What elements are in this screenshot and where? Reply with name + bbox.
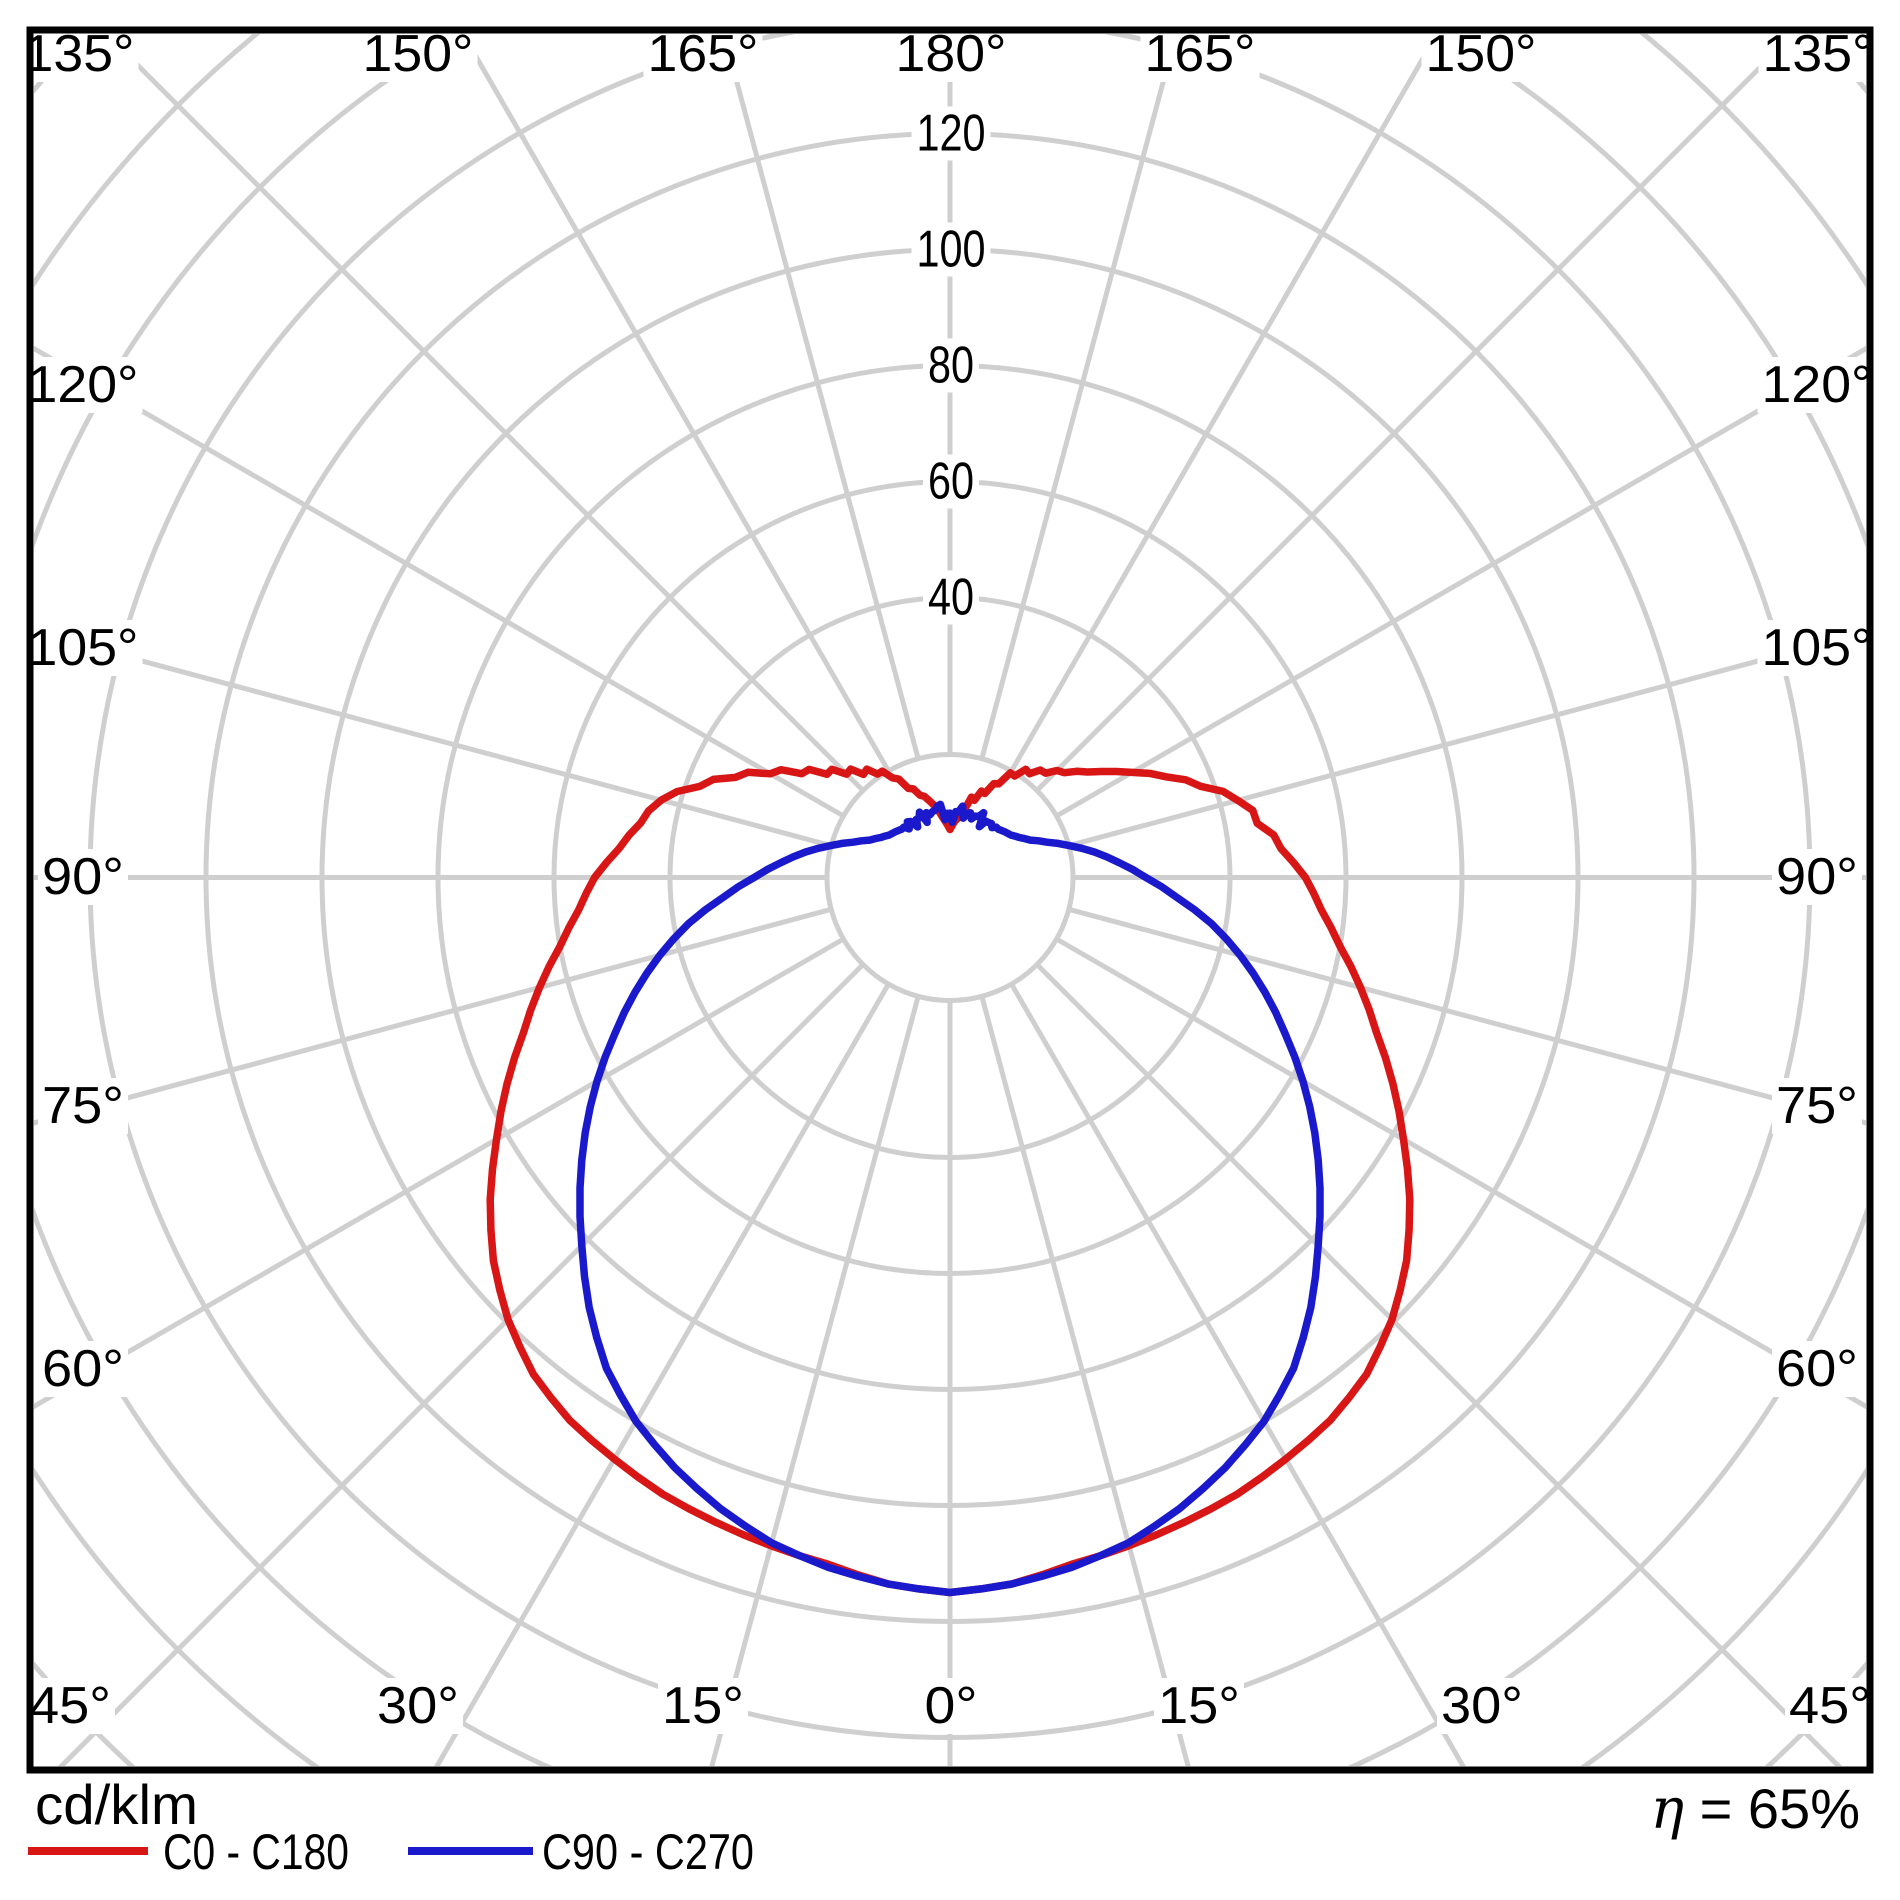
grid-spoke-165: [979, 34, 1179, 760]
legend-label-c0-c180: C0 - C180: [163, 1824, 349, 1880]
angle-label-left-0-halo: [23, 357, 143, 413]
radial-label-120-halo: [911, 106, 991, 161]
angle-label-right-0: 120°: [1762, 356, 1873, 414]
angle-label-left-1: 105°: [28, 619, 139, 677]
angle-label-left-3-halo: [38, 1078, 128, 1134]
grid-spoke-30: [1009, 982, 1466, 1766]
grid-spoke-285: [34, 906, 832, 1126]
angle-label-left-0: 120°: [28, 356, 139, 414]
angle-label-right-4: 60°: [1776, 1340, 1858, 1398]
grid-spoke-210: [460, 34, 891, 773]
grid-spoke-120: [1055, 345, 1866, 819]
angle-label-bottom-1-halo: [373, 1678, 463, 1734]
angle-label-top-2: 165°: [648, 25, 759, 83]
legend-item-c0-c180: C0 - C180: [28, 1824, 349, 1880]
angle-label-left-1-halo: [23, 620, 143, 676]
angle-label-bottom-0: 45°: [29, 1677, 111, 1735]
plot-border: [26, 26, 1874, 1774]
angle-label-right-2: 90°: [1776, 848, 1858, 906]
angle-label-bottom-1: 30°: [377, 1677, 459, 1735]
angle-label-top-5-halo: [1421, 26, 1541, 82]
angle-label-bottom-5-halo: [1437, 1678, 1527, 1734]
grid-spoke-60: [1055, 936, 1866, 1410]
grid-spoke-255: [34, 629, 832, 849]
angle-label-bottom-3-halo: [920, 1678, 982, 1734]
angle-label-left-4-halo: [38, 1341, 128, 1397]
angle-label-top-1: 150°: [363, 25, 474, 83]
radial-label-100: 100: [917, 221, 986, 279]
efficiency-value: = 65%: [1684, 1777, 1860, 1840]
angle-label-top-6-halo: [1758, 26, 1878, 82]
angle-label-top-0-halo: [19, 26, 139, 82]
angle-label-left-4: 60°: [42, 1340, 124, 1398]
angle-label-left-2-halo: [38, 849, 128, 905]
angle-label-top-4: 165°: [1145, 25, 1256, 83]
radial-label-60: 60: [928, 453, 974, 511]
angle-label-bottom-2-halo: [658, 1678, 748, 1734]
radial-label-40: 40: [928, 569, 974, 627]
angle-label-top-6: 135°: [1763, 25, 1874, 83]
legend-label-c90-c270: C90 - C270: [542, 1824, 754, 1880]
angle-label-right-0-halo: [1757, 357, 1877, 413]
angle-label-bottom-5: 30°: [1441, 1677, 1523, 1735]
radial-label-80-halo: [923, 338, 979, 393]
unit-label: cd/klm: [35, 1773, 198, 1836]
angle-label-bottom-6-halo: [1785, 1678, 1875, 1734]
angle-label-right-1: 105°: [1762, 619, 1873, 677]
angle-label-bottom-0-halo: [25, 1678, 115, 1734]
angle-label-bottom-6: 45°: [1789, 1677, 1871, 1735]
radial-label-40-halo: [923, 570, 979, 625]
angle-label-top-0: 135°: [24, 25, 135, 83]
angle-label-top-1-halo: [358, 26, 478, 82]
grid-spoke-345: [709, 995, 921, 1766]
angle-label-right-2-halo: [1772, 849, 1862, 905]
angle-label-right-1-halo: [1757, 620, 1877, 676]
angle-label-bottom-2: 15°: [662, 1677, 744, 1735]
angle-label-top-4-halo: [1140, 26, 1260, 82]
angle-label-left-2: 90°: [42, 848, 124, 906]
grid-inner-circle: [824, 752, 1076, 1003]
angle-label-top-3-halo: [891, 26, 1011, 82]
angle-label-top-5: 150°: [1426, 25, 1537, 83]
radial-label-80: 80: [928, 337, 974, 395]
grid-spoke-240: [34, 345, 845, 819]
intensity-curves: [486, 765, 1414, 1597]
grid-spoke-300: [34, 936, 845, 1410]
angle-label-top-3: 180°: [896, 25, 1007, 83]
grid-spoke-330: [434, 982, 891, 1766]
angle-label-right-3: 75°: [1776, 1077, 1858, 1135]
grid-spoke-105: [1068, 629, 1866, 849]
efficiency-symbol: η: [1651, 1777, 1685, 1842]
angle-label-bottom-4-halo: [1154, 1678, 1244, 1734]
radial-label-120: 120: [917, 105, 986, 163]
grid-spoke-15: [979, 995, 1191, 1766]
grid-spoke-195: [721, 34, 921, 760]
angle-label-right-4-halo: [1772, 1341, 1862, 1397]
axis-labels: 135° 150° 165° 180° 165° 150° 135° 45° 30° 15° 0° 1…: [19, 25, 1878, 1735]
grid-spoke-150: [1009, 34, 1440, 773]
legend-item-c90-c270: C90 - C270: [408, 1824, 754, 1880]
legend: C0 - C180 C90 - C270: [28, 1824, 754, 1880]
grid-spoke-75: [1068, 906, 1866, 1126]
radial-label-100-halo: [911, 222, 991, 277]
radial-label-60-halo: [923, 454, 979, 509]
angle-label-bottom-3: 0°: [925, 1677, 978, 1735]
curve-c90-c270: [576, 800, 1324, 1597]
angle-label-left-3: 75°: [42, 1077, 124, 1135]
angle-label-top-2-halo: [643, 26, 763, 82]
angle-label-right-3-halo: [1772, 1078, 1862, 1134]
angle-label-bottom-4: 15°: [1158, 1677, 1240, 1735]
efficiency-label: η = 65%: [1651, 1777, 1860, 1842]
